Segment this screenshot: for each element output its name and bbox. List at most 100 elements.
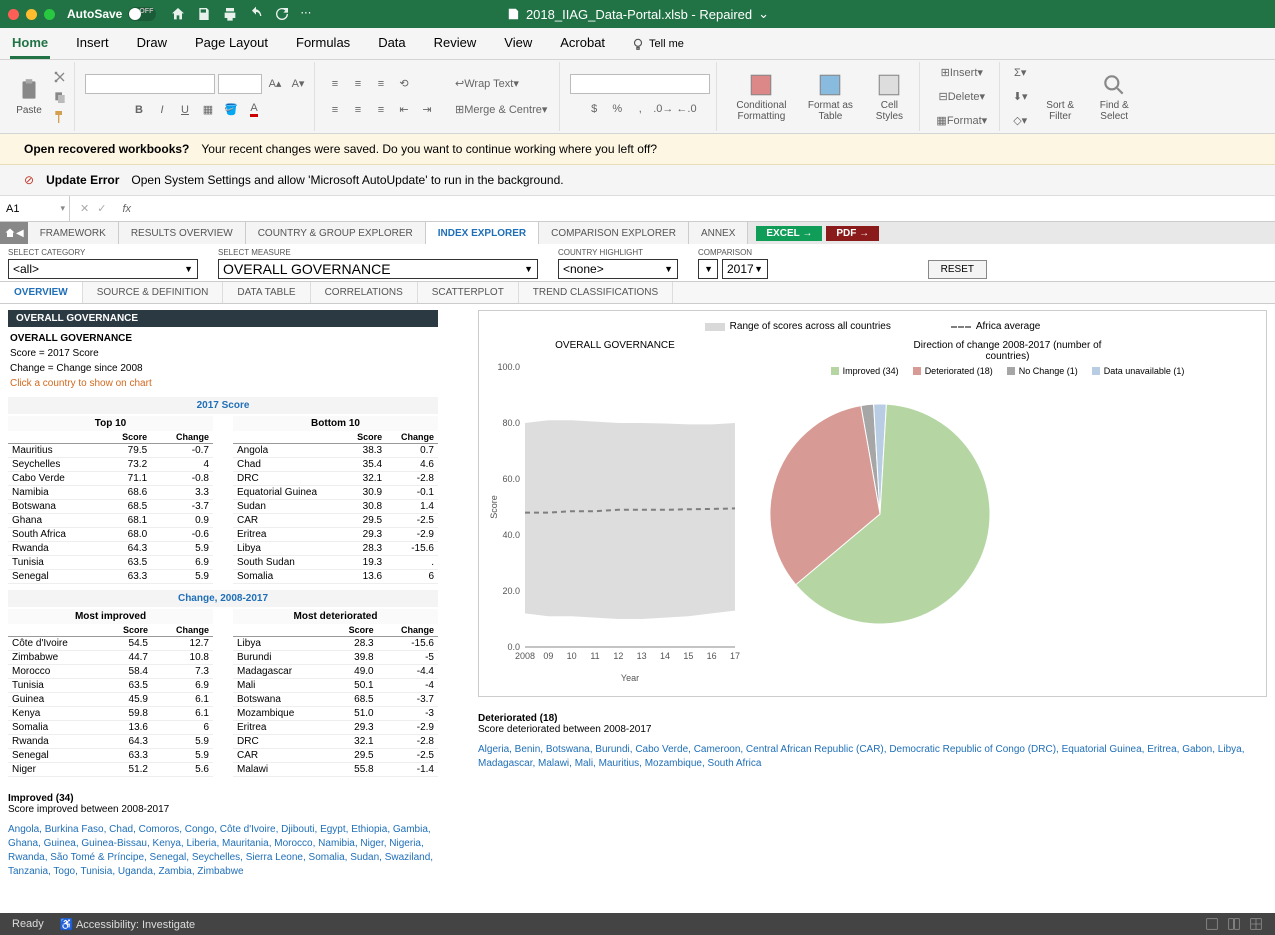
cell-styles-button[interactable]: Cell Styles [865, 70, 913, 124]
view-break-icon[interactable] [1249, 917, 1263, 931]
align-middle-icon[interactable]: ≡ [348, 73, 368, 95]
table-row[interactable]: Guinea45.96.1 [8, 693, 213, 707]
table-row[interactable]: Malawi55.8-1.4 [233, 763, 438, 777]
navtab-country-group-explorer[interactable]: COUNTRY & GROUP EXPLORER [246, 222, 426, 244]
format-as-table-button[interactable]: Format as Table [801, 70, 859, 124]
ribbon-tab-formulas[interactable]: Formulas [294, 29, 352, 59]
table-row[interactable]: Mali50.1-4 [233, 679, 438, 693]
table-row[interactable]: South Sudan19.3. [233, 556, 438, 570]
table-row[interactable]: Mauritius79.5-0.7 [8, 444, 213, 458]
table-row[interactable]: Libya28.3-15.6 [233, 637, 438, 651]
table-row[interactable]: Mozambique51.0-3 [233, 707, 438, 721]
table-row[interactable]: Madagascar49.0-4.4 [233, 665, 438, 679]
subtab-data-table[interactable]: DATA TABLE [223, 282, 310, 303]
category-select[interactable]: <all> [8, 259, 198, 279]
name-box[interactable]: A1 [0, 196, 70, 221]
table-row[interactable]: Senegal63.35.9 [8, 570, 213, 584]
cancel-formula-icon[interactable]: ✕ [80, 202, 89, 215]
navtab-annex[interactable]: ANNEX [689, 222, 748, 244]
table-row[interactable]: Somalia13.66 [233, 570, 438, 584]
align-right-icon[interactable]: ≡ [371, 99, 391, 121]
home-icon[interactable] [170, 6, 186, 22]
navtab-results-overview[interactable]: RESULTS OVERVIEW [119, 222, 246, 244]
currency-icon[interactable]: $ [584, 98, 604, 120]
navtab-index-explorer[interactable]: INDEX EXPLORER [426, 222, 539, 244]
fill-color-button[interactable]: 🪣 [221, 99, 241, 121]
merge-button[interactable]: ⊞ Merge & Centre ▾ [449, 99, 553, 121]
export-excel-button[interactable]: EXCEL → [756, 226, 822, 241]
increase-decimal-icon[interactable]: .0→ [653, 98, 673, 120]
ribbon-tab-page-layout[interactable]: Page Layout [193, 29, 270, 59]
table-row[interactable]: Eritrea29.3-2.9 [233, 528, 438, 542]
table-row[interactable]: Equatorial Guinea30.9-0.1 [233, 486, 438, 500]
table-row[interactable]: Namibia68.63.3 [8, 486, 213, 500]
table-row[interactable]: Libya28.3-15.6 [233, 542, 438, 556]
table-row[interactable]: Eritrea29.3-2.9 [233, 721, 438, 735]
table-row[interactable]: Senegal63.35.9 [8, 749, 213, 763]
improved-summary-list[interactable]: Angola, Burkina Faso, Chad, Comoros, Con… [8, 823, 438, 879]
subtab-overview[interactable]: OVERVIEW [0, 282, 83, 303]
view-normal-icon[interactable] [1205, 917, 1219, 931]
align-bottom-icon[interactable]: ≡ [371, 73, 391, 95]
more-icon[interactable]: ⋯ [300, 6, 311, 22]
autosave-toggle[interactable] [128, 7, 156, 21]
ribbon-tab-view[interactable]: View [502, 29, 534, 59]
align-left-icon[interactable]: ≡ [325, 99, 345, 121]
zoom-window[interactable] [44, 9, 55, 20]
indent-inc-icon[interactable]: ⇥ [417, 99, 437, 121]
italic-button[interactable]: I [152, 99, 172, 121]
decrease-decimal-icon[interactable]: ←.0 [676, 98, 696, 120]
decrease-font-icon[interactable]: A▾ [288, 73, 308, 95]
table-row[interactable]: Angola38.30.7 [233, 444, 438, 458]
font-color-button[interactable]: A [244, 99, 264, 121]
print-icon[interactable] [222, 6, 238, 22]
sort-filter-button[interactable]: Sort & Filter [1036, 70, 1084, 124]
ribbon-tab-acrobat[interactable]: Acrobat [558, 29, 607, 59]
delete-button[interactable]: ⊟ Delete ▾ [930, 86, 993, 108]
table-row[interactable]: Kenya59.86.1 [8, 707, 213, 721]
subtab-scatterplot[interactable]: SCATTERPLOT [418, 282, 519, 303]
autosum-icon[interactable]: Σ▾ [1010, 62, 1030, 84]
table-row[interactable]: Tunisia63.56.9 [8, 679, 213, 693]
table-row[interactable]: Zimbabwe44.710.8 [8, 651, 213, 665]
underline-button[interactable]: U [175, 99, 195, 121]
ribbon-tab-home[interactable]: Home [10, 29, 50, 59]
save-icon[interactable] [196, 6, 212, 22]
undo-icon[interactable] [248, 6, 264, 22]
paste-button[interactable]: Paste [12, 75, 46, 118]
conditional-formatting-button[interactable]: Conditional Formatting [727, 70, 795, 124]
number-format-combo[interactable] [570, 74, 710, 94]
increase-font-icon[interactable]: A▴ [265, 73, 285, 95]
copy-icon[interactable] [52, 89, 68, 105]
navtab-comparison-explorer[interactable]: COMPARISON EXPLORER [539, 222, 689, 244]
table-row[interactable]: CAR29.5-2.5 [233, 514, 438, 528]
country-select[interactable]: <none> [558, 259, 678, 279]
nav-home[interactable]: ◀ [0, 222, 28, 244]
table-row[interactable]: Tunisia63.56.9 [8, 556, 213, 570]
table-row[interactable]: Burundi39.8-5 [233, 651, 438, 665]
table-row[interactable]: Botswana68.5-3.7 [8, 500, 213, 514]
format-button[interactable]: ▦ Format ▾ [930, 110, 993, 132]
export-pdf-button[interactable]: PDF → [826, 226, 879, 241]
borders-button[interactable]: ▦ [198, 99, 218, 121]
table-row[interactable]: CAR29.5-2.5 [233, 749, 438, 763]
table-row[interactable]: DRC32.1-2.8 [233, 472, 438, 486]
bold-button[interactable]: B [129, 99, 149, 121]
table-row[interactable]: Niger51.25.6 [8, 763, 213, 777]
table-row[interactable]: Botswana68.5-3.7 [233, 693, 438, 707]
accessibility-status[interactable]: ♿ Accessibility: Investigate [60, 918, 195, 931]
year-select[interactable]: 2017 [722, 259, 768, 279]
ribbon-tab-draw[interactable]: Draw [135, 29, 169, 59]
font-size-combo[interactable] [218, 74, 262, 94]
close-window[interactable] [8, 9, 19, 20]
cut-icon[interactable] [52, 69, 68, 85]
table-row[interactable]: Chad35.44.6 [233, 458, 438, 472]
table-row[interactable]: Côte d'Ivoire54.512.7 [8, 637, 213, 651]
redo-icon[interactable] [274, 6, 290, 22]
deteriorated-summary-list[interactable]: Algeria, Benin, Botswana, Burundi, Cabo … [478, 743, 1267, 771]
table-row[interactable]: South Africa68.0-0.6 [8, 528, 213, 542]
orientation-icon[interactable]: ⟲ [394, 73, 414, 95]
indent-dec-icon[interactable]: ⇤ [394, 99, 414, 121]
subtab-source-definition[interactable]: SOURCE & DEFINITION [83, 282, 224, 303]
align-center-icon[interactable]: ≡ [348, 99, 368, 121]
